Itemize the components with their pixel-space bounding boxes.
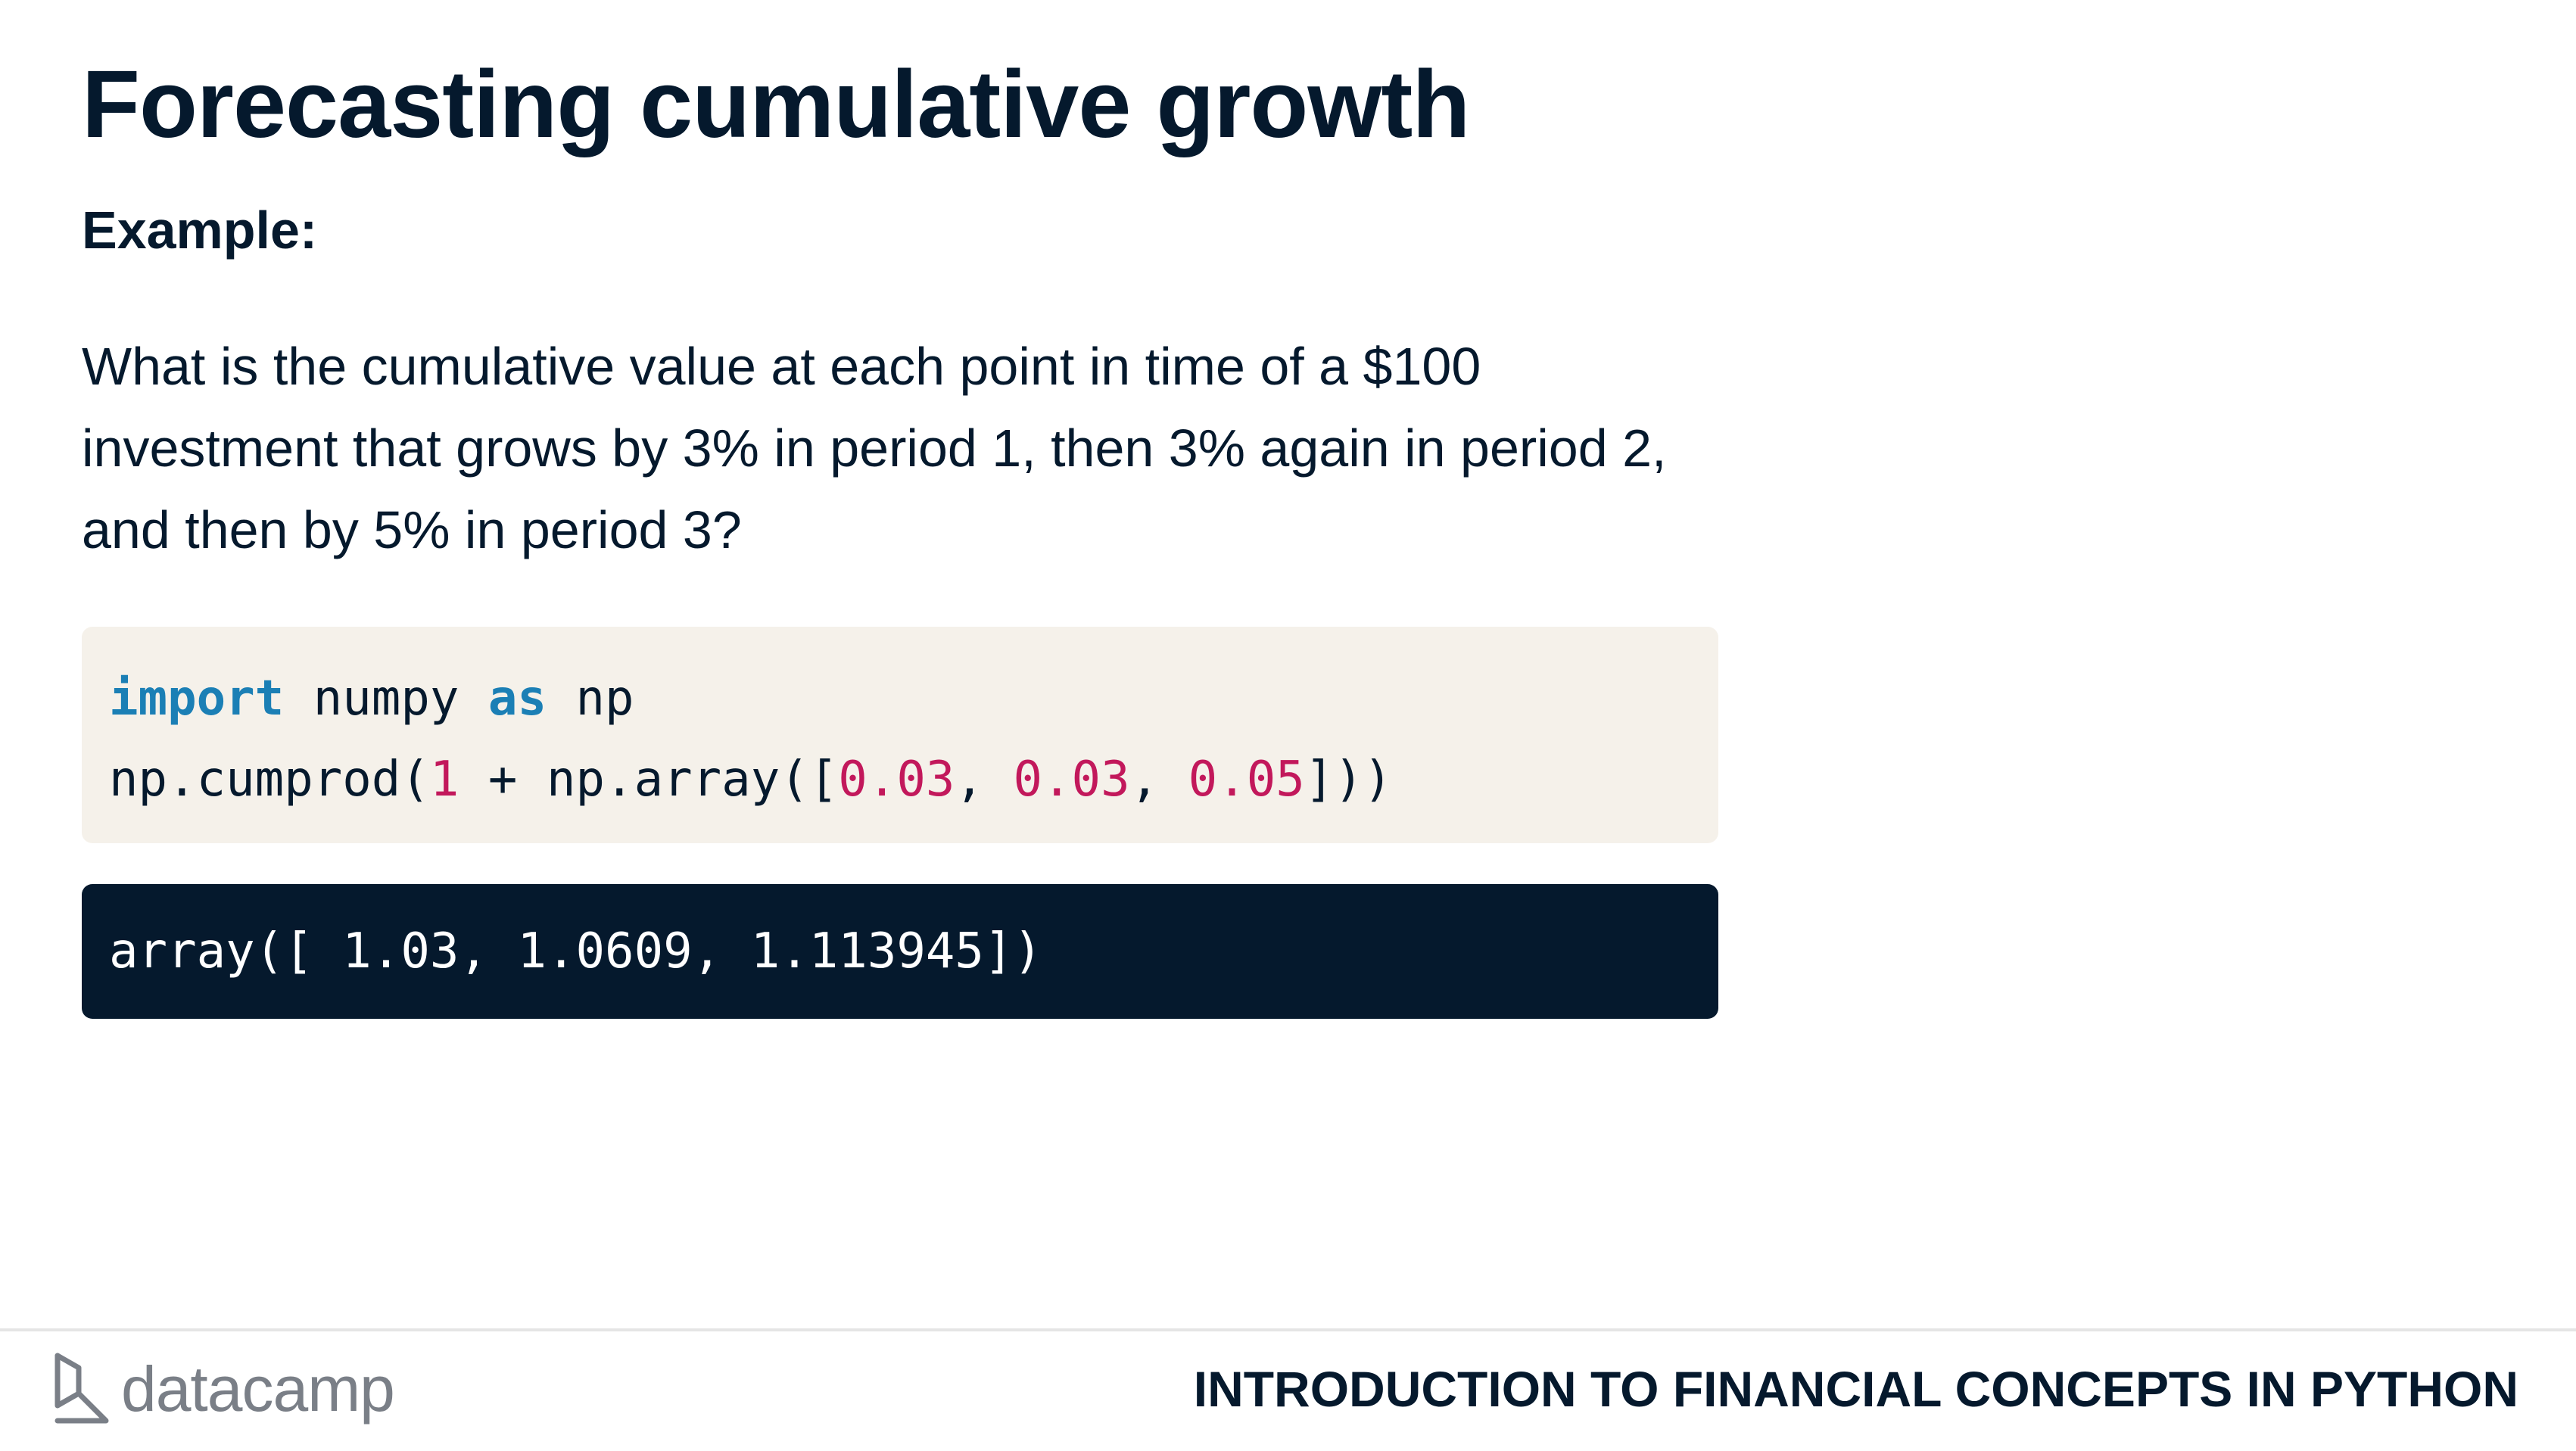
- example-label: Example:: [82, 201, 318, 260]
- keyword-as: as: [487, 671, 547, 727]
- output-block: array([ 1.03, 1.0609, 1.113945]): [82, 884, 1718, 1019]
- question-text: What is the cumulative value at each poi…: [82, 337, 1667, 559]
- closing-brackets: ])): [1304, 752, 1393, 808]
- module-alias: np: [546, 671, 634, 727]
- code-block: import numpy as np np.cumprod(1 + np.arr…: [82, 627, 1718, 843]
- rate-value-3: 0.05: [1188, 752, 1305, 808]
- array-call: + np.array([: [459, 752, 839, 808]
- separator: ,: [1129, 752, 1188, 808]
- separator: ,: [955, 752, 1014, 808]
- rate-value-1: 0.03: [838, 752, 955, 808]
- datacamp-logo: datacamp: [53, 1347, 395, 1431]
- module-name: numpy: [284, 671, 488, 727]
- keyword-import: import: [109, 671, 285, 727]
- datacamp-logo-icon: [55, 1353, 109, 1424]
- footer-divider: [0, 1328, 2576, 1331]
- logo-text: datacamp: [121, 1353, 395, 1425]
- number-one: 1: [429, 752, 459, 808]
- course-title: INTRODUCTION TO FINANCIAL CONCEPTS IN PY…: [1193, 1361, 2518, 1417]
- code-line-import: import numpy as np: [109, 659, 1691, 740]
- rate-value-2: 0.03: [1013, 752, 1130, 808]
- cumprod-call: np.cumprod(: [109, 752, 430, 808]
- code-line-cumprod: np.cumprod(1 + np.array([0.03, 0.03, 0.0…: [109, 740, 1691, 820]
- slide-title: Forecasting cumulative growth: [82, 51, 1470, 157]
